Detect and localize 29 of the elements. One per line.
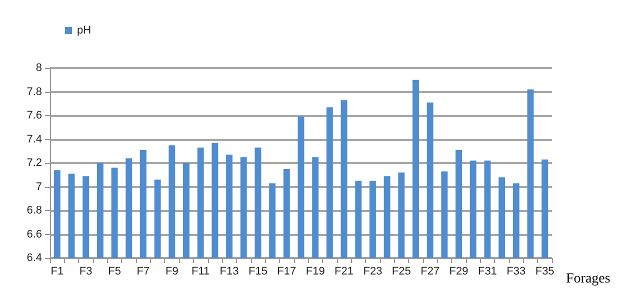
y-tick-label: 8 — [36, 62, 42, 74]
y-tick-label: 7.4 — [26, 133, 42, 146]
x-tick-label: F29 — [449, 266, 468, 278]
x-tick-label: F23 — [363, 266, 382, 278]
y-tick-label: 7 — [36, 180, 42, 193]
x-tick-label: F17 — [277, 266, 296, 278]
x-tick-label: F7 — [136, 266, 150, 278]
y-tick-label: 7.6 — [26, 110, 42, 122]
legend-label: pH — [77, 24, 92, 36]
x-tick-label: F3 — [79, 266, 92, 278]
y-tick-label: 7.8 — [26, 86, 42, 98]
x-tick-label: F9 — [165, 266, 178, 278]
y-tick-label: 7.2 — [26, 157, 42, 169]
x-tick-label: F5 — [108, 266, 121, 278]
x-tick-label: F33 — [506, 266, 526, 278]
x-axis-title: Forages — [566, 272, 610, 286]
x-tick-label: F19 — [306, 266, 325, 278]
x-tick-label: F31 — [478, 266, 497, 278]
x-tick-label: F11 — [192, 266, 210, 278]
x-tick-label: F35 — [535, 266, 554, 278]
x-tick-label: F13 — [220, 266, 239, 278]
x-tick-label: F15 — [248, 266, 268, 278]
x-tick-label: F1 — [50, 266, 64, 278]
y-tick-label: 6.6 — [26, 228, 42, 240]
x-tick-label: F25 — [392, 266, 411, 278]
x-tick-label: F21 — [334, 266, 354, 278]
y-tick-label: 6.4 — [26, 252, 42, 264]
y-tick-label: 6.8 — [26, 204, 42, 216]
x-tick-label: F27 — [420, 266, 440, 278]
